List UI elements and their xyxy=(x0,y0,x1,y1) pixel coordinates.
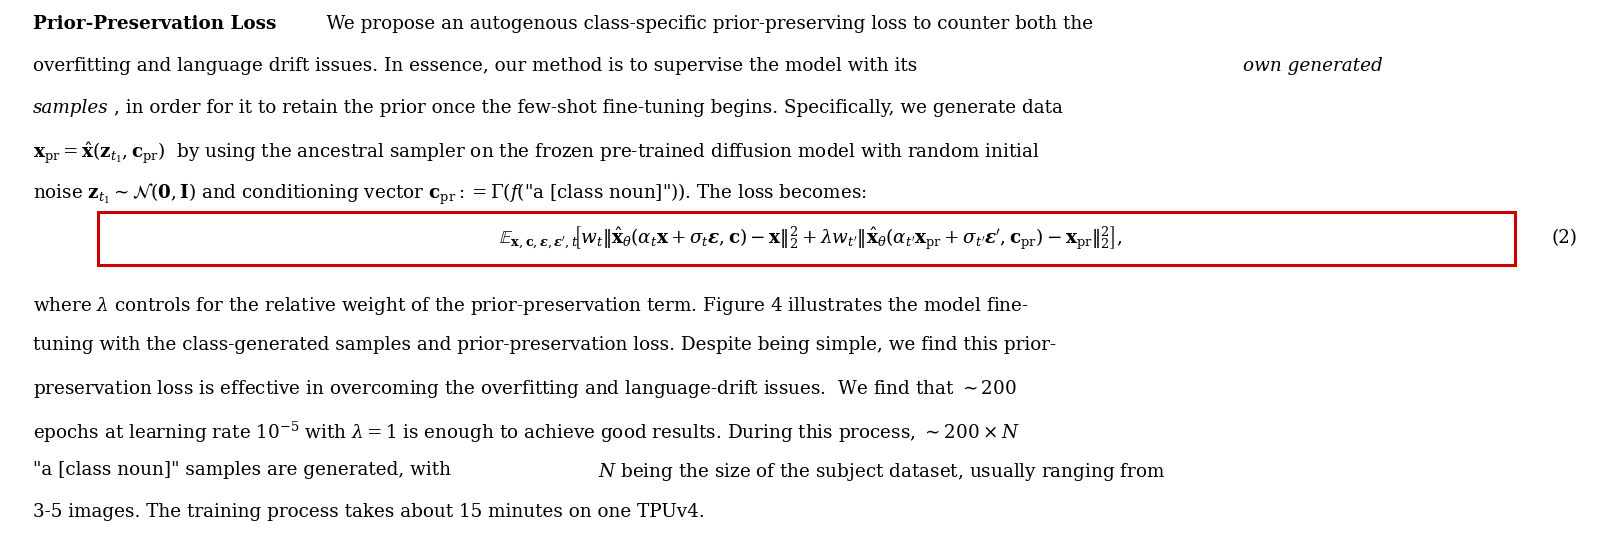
Text: $\mathbb{E}_{\mathbf{x},\mathbf{c},\boldsymbol{\epsilon},\boldsymbol{\epsilon}',: $\mathbb{E}_{\mathbf{x},\mathbf{c},\bold… xyxy=(500,225,1122,252)
Bar xyxy=(97,212,1515,265)
Text: (2): (2) xyxy=(1552,230,1578,247)
Text: 3-5 images. The training process takes about 15 minutes on one TPUv4.: 3-5 images. The training process takes a… xyxy=(32,503,706,521)
Text: , in order for it to retain the prior once the few-shot fine-tuning begins. Spec: , in order for it to retain the prior on… xyxy=(114,99,1062,117)
Text: Prior-Preservation Loss: Prior-Preservation Loss xyxy=(32,15,277,33)
Text: overfitting and language drift issues. In essence, our method is to supervise th: overfitting and language drift issues. I… xyxy=(32,57,923,75)
Text: epochs at learning rate $10^{-5}$ with $\lambda = 1$ is enough to achieve good r: epochs at learning rate $10^{-5}$ with $… xyxy=(32,420,1020,445)
Text: $\mathbf{x}_\mathrm{pr} = \hat{\mathbf{x}}(\mathbf{z}_{t_1}, \mathbf{c}_\mathrm{: $\mathbf{x}_\mathrm{pr} = \hat{\mathbf{x… xyxy=(32,140,1040,166)
Text: "a [class noun]" samples are generated, with: "a [class noun]" samples are generated, … xyxy=(32,461,457,480)
Text: tuning with the class-generated samples and prior-preservation loss. Despite bei: tuning with the class-generated samples … xyxy=(32,336,1056,354)
Text: where $\lambda$ controls for the relative weight of the prior-preservation term.: where $\lambda$ controls for the relativ… xyxy=(32,295,1030,316)
Text: samples: samples xyxy=(32,99,109,117)
Text: preservation loss is effective in overcoming the overfitting and language-drift : preservation loss is effective in overco… xyxy=(32,378,1017,400)
Text: $N$ being the size of the subject dataset, usually ranging from: $N$ being the size of the subject datase… xyxy=(599,461,1165,483)
Text: noise $\mathbf{z}_{t_1} \sim \mathcal{N}(\mathbf{0}, \mathbf{I})$ and conditioni: noise $\mathbf{z}_{t_1} \sim \mathcal{N}… xyxy=(32,182,868,207)
Text: We propose an autogenous class-specific prior-preserving loss to counter both th: We propose an autogenous class-specific … xyxy=(303,15,1093,33)
Text: own generated: own generated xyxy=(1244,57,1384,75)
